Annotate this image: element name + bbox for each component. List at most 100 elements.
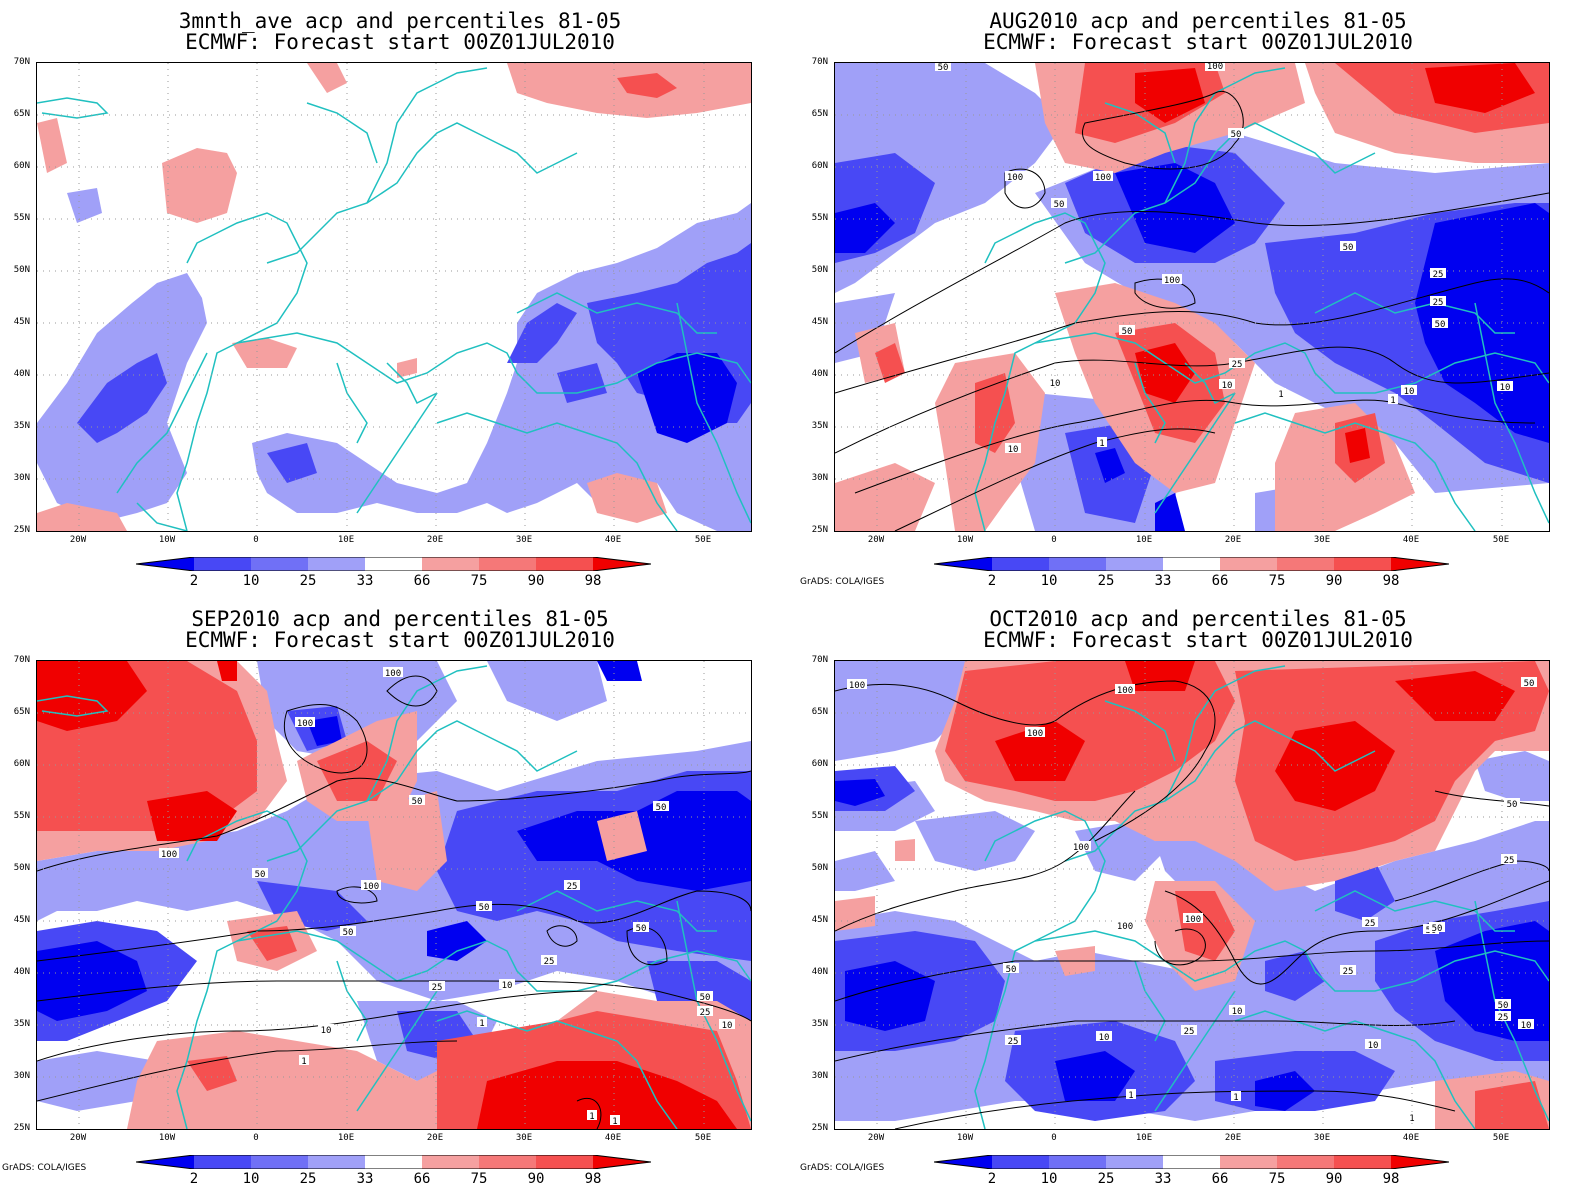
contour-label: 50: [1340, 241, 1356, 253]
lon-label: 40E: [604, 1133, 622, 1143]
map-panel-oct2010: OCT2010 acp and percentiles 81-05 ECMWF:…: [798, 598, 1596, 1196]
map-plot: 50 100 50 100 100 50 50 100 50 25 25 50 …: [834, 62, 1550, 532]
contour-label: 25: [1340, 965, 1356, 977]
lat-label: 45N: [811, 317, 828, 327]
contour-label: 25: [1430, 296, 1446, 308]
map-panel-3month: 3mnth_ave acp and percentiles 81-05 ECMW…: [0, 0, 798, 598]
contour-label: 10: [1401, 385, 1417, 397]
svg-text:10: 10: [1099, 1033, 1110, 1043]
colorbar-label: 25: [1097, 1171, 1115, 1187]
svg-text:50: 50: [1343, 243, 1354, 253]
colorbar-label: 66: [1211, 573, 1229, 589]
colorbar-label: 66: [413, 573, 431, 589]
contour-label: 50: [697, 991, 713, 1003]
contour-label: 100: [1205, 63, 1225, 72]
panel-subtitle: ECMWF: Forecast start 00Z01JUL2010: [983, 628, 1413, 652]
svg-text:50: 50: [1231, 130, 1242, 140]
contour-label: 50: [1432, 318, 1448, 330]
lon-label: 20E: [426, 1133, 444, 1143]
lon-label: 10E: [337, 535, 355, 545]
lon-label: 20W: [69, 535, 87, 545]
contour-label: 100: [1115, 920, 1135, 932]
contour-label: 100: [159, 848, 179, 860]
colorbar-label: 90: [527, 1171, 545, 1187]
colorbar-label: 2: [987, 573, 997, 589]
contour-label: 100: [847, 679, 867, 691]
colorbar-label: 10: [1040, 573, 1058, 589]
colorbar-label: 66: [413, 1171, 431, 1187]
lat-label: 45N: [811, 915, 828, 925]
lon-label: 50E: [694, 1133, 712, 1143]
colorbar-label: 25: [299, 573, 317, 589]
lon-label: 10E: [337, 1133, 355, 1143]
lat-label: 35N: [13, 1019, 30, 1029]
lon-label: 20W: [69, 1133, 87, 1143]
colorbar-label: 33: [356, 1171, 374, 1187]
lat-label: 70N: [13, 655, 30, 665]
svg-text:1: 1: [1128, 1091, 1133, 1101]
panel-title: 3mnth_ave acp and percentiles 81-05: [178, 9, 622, 33]
lat-label: 65N: [811, 109, 828, 119]
panel-subtitle: ECMWF: Forecast start 00Z01JUL2010: [983, 30, 1413, 54]
map-plot: 100 100 100 50 50 50 100 50 50 25 25 25 …: [36, 660, 752, 1130]
svg-text:50: 50: [1435, 320, 1446, 330]
contour-label: 100: [1162, 274, 1182, 286]
lat-label: 45N: [13, 317, 30, 327]
lon-label: 10E: [1135, 1133, 1153, 1143]
svg-text:10: 10: [1500, 383, 1511, 393]
svg-text:100: 100: [1095, 173, 1111, 183]
lon-label: 20W: [867, 1133, 885, 1143]
contour-label: 1: [1407, 1112, 1417, 1124]
contour-label: 10: [1005, 443, 1021, 455]
svg-text:100: 100: [1117, 686, 1133, 696]
svg-text:100: 100: [1117, 922, 1133, 932]
contour-label: 25: [1005, 1035, 1021, 1047]
lat-label: 25N: [811, 1123, 828, 1133]
lon-label: 50E: [1492, 535, 1510, 545]
lon-label: 10W: [158, 1133, 176, 1143]
colorbar-label: 90: [527, 573, 545, 589]
svg-text:100: 100: [1185, 915, 1201, 925]
svg-text:1: 1: [1409, 1114, 1414, 1124]
contour-label: 25: [1501, 854, 1517, 866]
contour-label: 50: [476, 901, 492, 913]
svg-text:10: 10: [1222, 381, 1233, 391]
colorbar-label: 25: [1097, 573, 1115, 589]
lon-label: 10W: [158, 535, 176, 545]
contour-label: 50: [1495, 999, 1511, 1011]
lat-label: 70N: [811, 57, 828, 67]
contour-label: 1: [1276, 388, 1286, 400]
lat-label: 60N: [13, 759, 30, 769]
svg-text:25: 25: [432, 983, 443, 993]
contour-label: 1: [1126, 1089, 1136, 1101]
grads-credit: GrADS: COLA/IGES: [800, 1163, 885, 1173]
svg-text:50: 50: [1006, 965, 1017, 975]
contour-label: 50: [1228, 128, 1244, 140]
lat-label: 65N: [13, 707, 30, 717]
lon-label: 30E: [515, 535, 533, 545]
lat-label: 40N: [13, 369, 30, 379]
svg-text:50: 50: [479, 903, 490, 913]
lat-label: 40N: [13, 967, 30, 977]
grads-credit: GrADS: COLA/IGES: [800, 577, 885, 587]
svg-text:25: 25: [700, 1008, 711, 1018]
svg-text:50: 50: [1432, 924, 1443, 934]
svg-text:100: 100: [1073, 843, 1089, 853]
contour-label: 1: [610, 1115, 620, 1127]
contour-label: 100: [1183, 913, 1203, 925]
contour-label: 100: [1005, 171, 1025, 183]
lat-label: 70N: [811, 655, 828, 665]
svg-text:25: 25: [1433, 298, 1444, 308]
colorbar-label: 75: [1268, 573, 1286, 589]
svg-text:50: 50: [656, 803, 667, 813]
contour-label: 10: [1219, 379, 1235, 391]
colorbar-label: 2: [987, 1171, 997, 1187]
contour-label: 50: [1003, 963, 1019, 975]
colorbar-label: 33: [1154, 1171, 1172, 1187]
svg-text:25: 25: [1184, 1027, 1195, 1037]
lat-label: 30N: [13, 473, 30, 483]
contour-label: 10: [1096, 1031, 1112, 1043]
colorbar-label: 10: [1040, 1171, 1058, 1187]
contour-label: 100: [295, 717, 315, 729]
svg-text:50: 50: [1054, 200, 1065, 210]
